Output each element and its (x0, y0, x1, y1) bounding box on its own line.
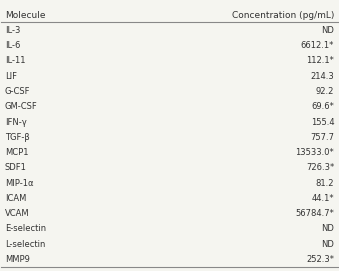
Text: GM-CSF: GM-CSF (5, 102, 38, 111)
Text: VCAM: VCAM (5, 209, 29, 218)
Text: 56784.7*: 56784.7* (295, 209, 334, 218)
Text: 252.3*: 252.3* (306, 255, 334, 264)
Text: 13533.0*: 13533.0* (296, 148, 334, 157)
Text: L-selectin: L-selectin (5, 240, 45, 249)
Text: MCP1: MCP1 (5, 148, 28, 157)
Text: ND: ND (321, 26, 334, 35)
Text: 92.2: 92.2 (316, 87, 334, 96)
Text: ND: ND (321, 240, 334, 249)
Text: 6612.1*: 6612.1* (301, 41, 334, 50)
Text: IFN-γ: IFN-γ (5, 118, 26, 127)
Text: SDF1: SDF1 (5, 163, 27, 172)
Text: ND: ND (321, 224, 334, 233)
Text: Molecule: Molecule (5, 11, 45, 20)
Text: ICAM: ICAM (5, 194, 26, 203)
Text: E-selectin: E-selectin (5, 224, 46, 233)
Text: IL-3: IL-3 (5, 26, 20, 35)
Text: 44.1*: 44.1* (312, 194, 334, 203)
Text: 155.4: 155.4 (311, 118, 334, 127)
Text: MIP-1α: MIP-1α (5, 179, 33, 188)
Text: MMP9: MMP9 (5, 255, 29, 264)
Text: 214.3: 214.3 (311, 72, 334, 81)
Text: IL-6: IL-6 (5, 41, 20, 50)
Text: TGF-β: TGF-β (5, 133, 29, 142)
Text: Concentration (pg/mL): Concentration (pg/mL) (232, 11, 334, 20)
Text: 112.1*: 112.1* (306, 56, 334, 66)
Text: 81.2: 81.2 (316, 179, 334, 188)
Text: LIF: LIF (5, 72, 17, 81)
Text: G-CSF: G-CSF (5, 87, 30, 96)
Text: 757.7: 757.7 (310, 133, 334, 142)
Text: 726.3*: 726.3* (306, 163, 334, 172)
Text: 69.6*: 69.6* (312, 102, 334, 111)
Text: IL-11: IL-11 (5, 56, 25, 66)
